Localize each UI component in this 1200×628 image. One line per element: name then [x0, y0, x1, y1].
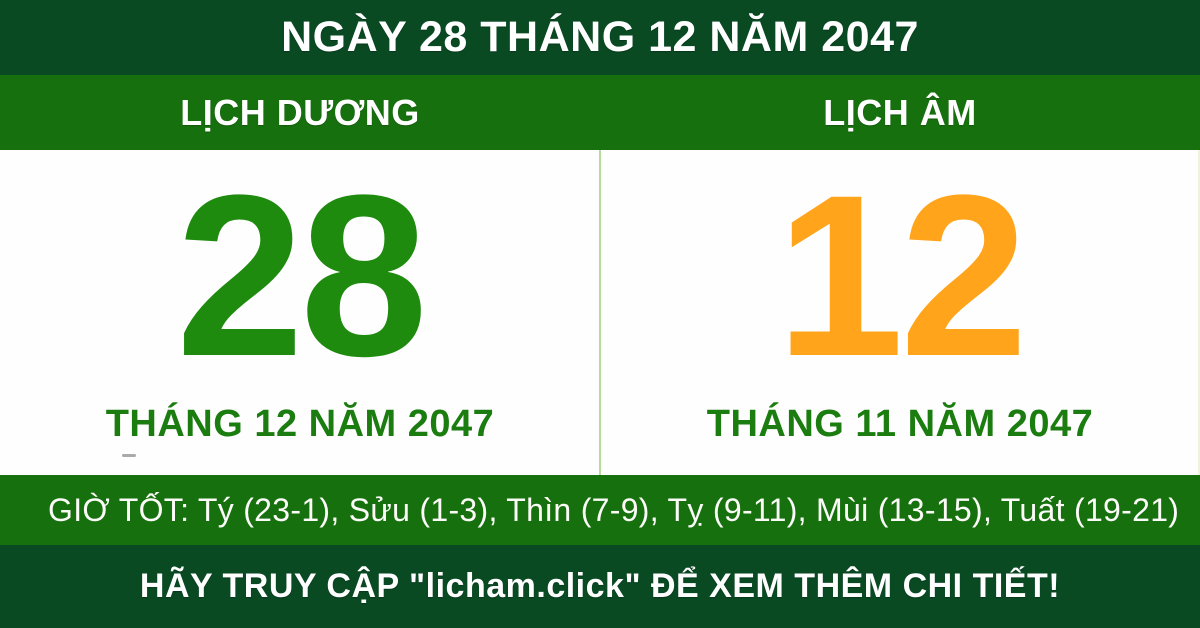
- calendar-type-header-row: LỊCH DƯƠNG LỊCH ÂM: [0, 75, 1200, 150]
- solar-month-year-label: THÁNG 12 NĂM 2047: [105, 403, 495, 445]
- page-title: NGÀY 28 THÁNG 12 NĂM 2047: [281, 13, 919, 61]
- solar-calendar-header: LỊCH DƯƠNG: [180, 91, 420, 133]
- solar-date-panel: 28 THÁNG 12 NĂM 2047: [0, 150, 600, 475]
- footer-cta-text: HÃY TRUY CẬP "licham.click" ĐỂ XEM THÊM …: [139, 567, 1061, 605]
- calendar-body: 28 THÁNG 12 NĂM 2047 12 THÁNG 11 NĂM 204…: [0, 150, 1200, 475]
- small-dash-artifact: [122, 454, 136, 457]
- lunar-month-year-label: THÁNG 11 NĂM 2047: [706, 403, 1094, 445]
- date-title-bar: NGÀY 28 THÁNG 12 NĂM 2047: [0, 0, 1200, 75]
- good-hours-text: GIỜ TỐT: Tý (23-1), Sửu (1-3), Thìn (7-9…: [48, 491, 1180, 528]
- lunar-date-panel: 12 THÁNG 11 NĂM 2047: [600, 150, 1200, 475]
- lunar-calendar-header: LỊCH ÂM: [823, 91, 977, 133]
- solar-day-number: 28: [176, 147, 428, 404]
- good-hours-bar: GIỜ TỐT: Tý (23-1), Sửu (1-3), Thìn (7-9…: [0, 475, 1200, 545]
- column-divider: [599, 150, 601, 475]
- footer-cta-bar: HÃY TRUY CẬP "licham.click" ĐỂ XEM THÊM …: [0, 545, 1200, 628]
- lunar-day-number: 12: [776, 147, 1028, 404]
